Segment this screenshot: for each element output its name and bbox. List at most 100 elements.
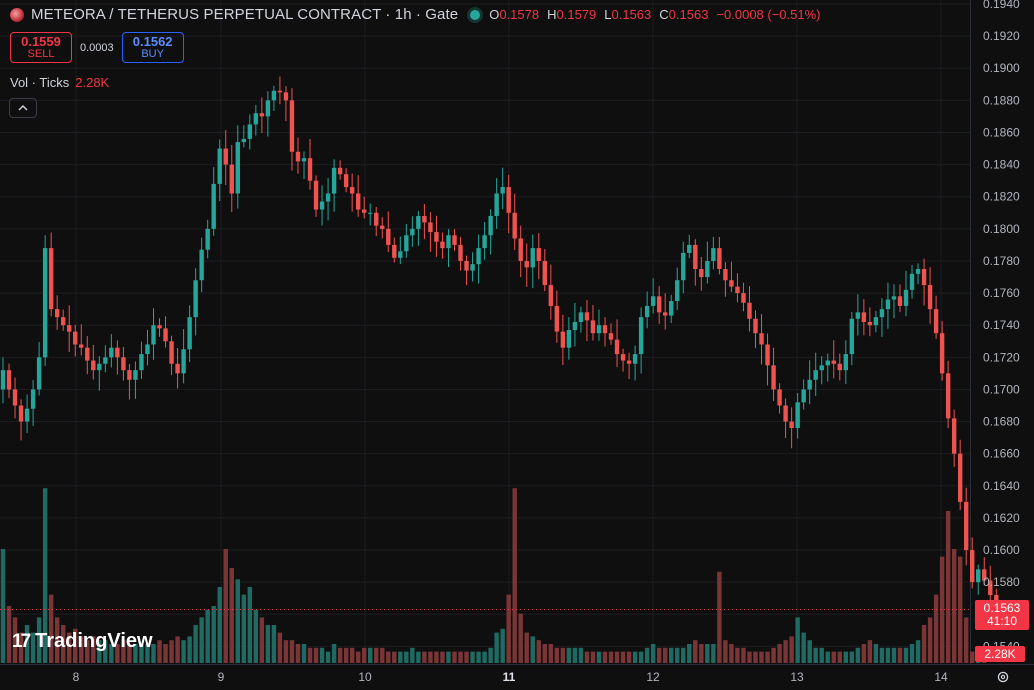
candle-body: [867, 321, 873, 326]
candle-body: [554, 305, 560, 332]
sell-button[interactable]: 0.1559 SELL: [10, 32, 72, 63]
candle-body: [169, 341, 174, 364]
volume-bar: [404, 651, 409, 663]
candle-body: [205, 228, 210, 250]
volume-bar: [711, 644, 716, 663]
volume-bar: [121, 640, 126, 663]
volume-bar: [789, 636, 794, 663]
candle-body: [723, 268, 728, 281]
volume-legend[interactable]: Vol · Ticks 2.28K: [10, 75, 109, 90]
candle-body: [398, 251, 403, 258]
candle-body: [566, 330, 572, 348]
volume-bar: [909, 644, 915, 663]
last-price-tag: 0.1563 41:10: [975, 600, 1029, 630]
volume-bar: [831, 651, 836, 663]
candle-body: [927, 285, 933, 310]
ohlc-close: C0.1563: [659, 7, 709, 22]
volume-bar: [524, 632, 529, 663]
volume-bar: [675, 647, 680, 663]
candle-body: [747, 302, 752, 319]
candle-body: [67, 325, 72, 332]
candle-body: [675, 280, 680, 302]
candle-body: [964, 501, 969, 551]
volume-bar: [85, 640, 90, 663]
volume-bar: [500, 628, 505, 663]
volume-bar: [79, 636, 84, 663]
symbol-logo-icon: [10, 7, 24, 22]
volume-bar: [747, 651, 752, 663]
time-axis-label: 11: [503, 670, 516, 684]
candle-body: [476, 248, 481, 265]
gear-icon[interactable]: [996, 670, 1010, 687]
candle-body: [392, 244, 397, 258]
buy-button[interactable]: 0.1562 BUY: [121, 32, 184, 63]
candle-body: [181, 349, 186, 374]
volume-bar: [669, 647, 674, 663]
volume-bar: [12, 617, 18, 663]
candle-body: [879, 309, 885, 318]
candle-body: [36, 357, 42, 390]
candle-body: [837, 363, 842, 371]
volume-bar: [211, 606, 216, 663]
candle-body: [903, 289, 909, 306]
volume-bar: [193, 625, 198, 663]
volume-bar: [235, 579, 240, 663]
volume-bar: [115, 644, 120, 663]
volume-bar: [560, 647, 566, 663]
candle-body: [717, 248, 722, 269]
candle-body: [241, 138, 246, 143]
volume-bar: [169, 640, 174, 663]
volume-bar: [771, 647, 776, 663]
candle-body: [488, 215, 493, 236]
volume-bar: [933, 594, 939, 663]
candle-body: [422, 215, 427, 223]
volume-bar: [939, 556, 945, 663]
price-axis-label: 0.1740: [983, 318, 1020, 332]
candle-body: [687, 244, 692, 253]
volume-bar: [518, 613, 523, 663]
volume-bar: [705, 644, 710, 663]
symbol-title[interactable]: METEORA / TETHERUS PERPETUAL CONTRACT · …: [31, 6, 459, 23]
candle-body: [572, 321, 578, 331]
market-status-icon[interactable]: [470, 9, 481, 20]
volume-bar: [331, 644, 337, 663]
volume-bar: [572, 647, 578, 663]
volume-bar: [735, 647, 740, 663]
chevron-up-icon[interactable]: [9, 98, 37, 118]
volume-bar: [897, 647, 903, 663]
volume-bar: [30, 632, 36, 663]
volume-bar: [73, 628, 78, 663]
candle-body: [404, 235, 409, 252]
volume-bar: [819, 647, 824, 663]
volume-bar: [554, 647, 560, 663]
volume-bar: [157, 640, 162, 663]
price-axis-label: 0.1700: [983, 382, 1020, 396]
volume-bar: [374, 647, 379, 663]
candle-body: [873, 317, 879, 326]
candle-body: [705, 260, 710, 278]
candle-body: [380, 225, 385, 229]
candle-body: [548, 285, 554, 306]
volume-bar: [506, 594, 511, 663]
price-axis-label: 0.1720: [983, 350, 1020, 364]
volume-bar: [253, 609, 259, 663]
volume-bar: [723, 640, 728, 663]
volume-bar: [488, 647, 493, 663]
candle-body: [795, 402, 800, 428]
candle-body: [133, 370, 138, 380]
tradingview-logo[interactable]: 17 TradingView: [12, 630, 153, 653]
candle-body: [663, 312, 668, 316]
volume-bar: [223, 549, 228, 663]
buy-label: BUY: [141, 47, 164, 60]
volume-bar: [36, 617, 42, 663]
candle-body: [271, 90, 277, 101]
candle-body: [988, 580, 993, 596]
volume-bar: [945, 511, 951, 663]
candle-body: [897, 296, 903, 306]
candle-body: [933, 309, 939, 334]
volume-bar: [362, 647, 367, 663]
candle-body: [362, 209, 367, 213]
volume-bar: [626, 651, 632, 663]
volume-bar: [867, 640, 873, 663]
